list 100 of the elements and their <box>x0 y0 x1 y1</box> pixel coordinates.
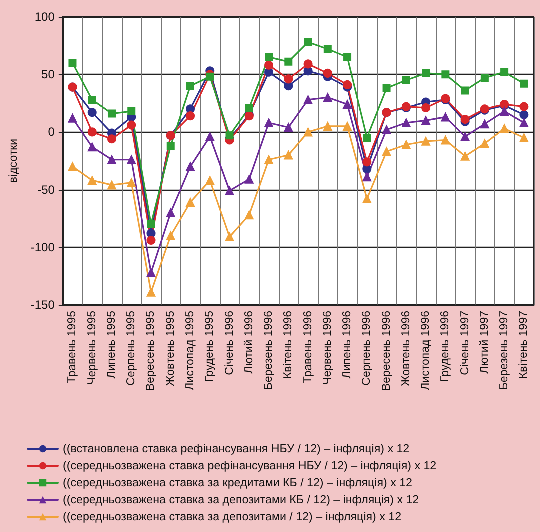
point <box>402 140 411 150</box>
point <box>244 210 254 220</box>
point <box>146 268 156 278</box>
x-tick-label: Липень 1996 <box>342 311 354 379</box>
x-tick-label: Березень 1997 <box>498 311 511 390</box>
legend-label: ((встановлена ставка рефінансування НБУ / 12) – інфляція) x 12 <box>63 442 410 456</box>
x-tick-label: Листопад 1995 <box>184 311 196 390</box>
point <box>284 74 294 84</box>
point <box>107 180 116 190</box>
point <box>362 194 372 204</box>
point <box>500 68 509 76</box>
legend-label: ((середньозважена ставка за депозитами КБ / 12) – інфляція) x 12 <box>63 494 420 506</box>
point <box>402 76 410 84</box>
point <box>186 82 194 90</box>
point <box>460 132 470 142</box>
point <box>460 152 470 161</box>
x-tick-label: Травень 1995 <box>66 311 79 384</box>
point <box>382 147 392 156</box>
x-tick-label: Жовтень 1995 <box>164 311 177 386</box>
point <box>323 93 332 102</box>
point <box>264 118 274 128</box>
point <box>441 136 450 145</box>
point <box>304 128 313 137</box>
x-tick-label: Червень 1996 <box>322 311 334 385</box>
point <box>244 174 254 184</box>
point <box>284 150 294 160</box>
legend-label: ((середньозважена ставка за депозитами / 12) – інфляція) x 12 <box>63 510 402 524</box>
point <box>225 186 234 196</box>
point <box>520 80 528 88</box>
x-tick-label: Вересень 1995 <box>145 311 158 392</box>
point <box>422 104 431 113</box>
point <box>265 53 274 62</box>
point <box>166 142 175 150</box>
x-tick-label: Лютий 1997 <box>478 311 491 374</box>
point <box>324 45 332 54</box>
x-tick-label: Квітень 1997 <box>518 311 530 380</box>
point <box>461 86 470 95</box>
point <box>107 155 116 164</box>
point <box>88 96 96 104</box>
point <box>343 80 352 90</box>
point <box>186 112 195 121</box>
x-tick-label: Липень 1995 <box>106 311 118 379</box>
point <box>422 69 430 78</box>
x-tick-label: Жовтень 1996 <box>400 311 412 386</box>
point <box>480 120 490 129</box>
y-tick-label: 0 <box>48 125 56 140</box>
point <box>441 112 450 122</box>
x-tick-label: Березень 1996 <box>263 311 276 390</box>
x-tick-label: Червень 1995 <box>86 311 98 385</box>
legend-label: ((середньозважена ставка рефінансування НБУ / 12) – інфляція) x 12 <box>63 460 437 472</box>
point <box>500 106 510 116</box>
point <box>108 110 116 118</box>
x-tick-label: Квітень 1996 <box>282 311 295 380</box>
y-tick-label: -50 <box>38 182 56 197</box>
x-tick-label: Січень 1996 <box>224 311 236 376</box>
x-tick-label: Вересень 1996 <box>380 311 393 392</box>
point <box>402 118 411 128</box>
point <box>245 104 254 112</box>
point <box>206 72 214 81</box>
point <box>284 123 294 132</box>
point <box>264 60 274 70</box>
point <box>422 116 431 126</box>
point <box>88 108 97 118</box>
point <box>363 134 372 142</box>
point <box>520 118 529 128</box>
x-tick-label: Листопад 1996 <box>420 311 432 390</box>
point <box>225 232 234 242</box>
point <box>146 288 156 297</box>
point <box>304 95 313 104</box>
point <box>284 58 293 66</box>
x-tick-label: Серпень 1995 <box>126 311 138 386</box>
point <box>343 100 352 110</box>
x-tick-label: Січень 1997 <box>459 311 472 376</box>
point <box>500 124 510 134</box>
point <box>186 162 195 172</box>
y-tick-label: 100 <box>34 10 56 24</box>
point <box>226 132 234 140</box>
point <box>186 198 195 207</box>
y-tick-label: -100 <box>30 240 56 254</box>
point <box>127 120 136 130</box>
x-tick-label: Грудень 1995 <box>204 311 216 382</box>
point <box>323 122 332 131</box>
y-tick-label: 50 <box>42 68 56 82</box>
point <box>166 208 176 218</box>
legend-label: ((середньозважена ставка за кредитами КБ / 12) – інфляція) x 12 <box>63 476 412 490</box>
point <box>520 110 529 120</box>
point <box>382 125 392 134</box>
point <box>480 74 489 82</box>
point <box>304 60 313 69</box>
y-tick-label: -150 <box>30 298 56 312</box>
point <box>68 162 78 172</box>
point <box>88 176 97 186</box>
point <box>147 220 156 228</box>
point <box>206 176 215 186</box>
point <box>68 59 77 68</box>
point <box>128 107 136 116</box>
point <box>68 114 78 123</box>
x-tick-label: Серпень 1996 <box>361 311 374 386</box>
point <box>264 155 274 164</box>
point <box>146 236 156 245</box>
